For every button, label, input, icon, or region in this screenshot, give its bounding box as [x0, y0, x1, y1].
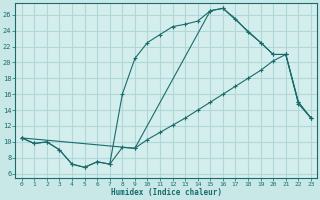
X-axis label: Humidex (Indice chaleur): Humidex (Indice chaleur) — [111, 188, 222, 197]
